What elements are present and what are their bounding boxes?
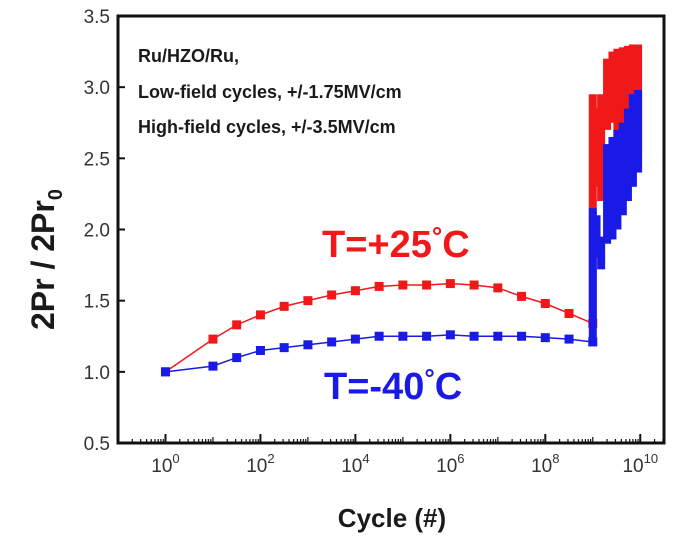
x-tick-label: 100 — [151, 451, 179, 477]
x-tick-base: 10 — [531, 456, 552, 477]
data-point-red — [208, 334, 218, 344]
x-tick-base: 10 — [622, 456, 643, 477]
data-point-blue — [208, 361, 218, 371]
x-axis-title: Cycle (#) — [338, 503, 446, 533]
y-tick-label: 1.0 — [84, 363, 110, 384]
series-layer — [160, 44, 643, 377]
data-point-red — [445, 279, 455, 289]
high-field-bar-blue — [608, 136, 617, 240]
high-field-bar-red — [608, 51, 617, 123]
y-tick-label: 2.0 — [84, 221, 110, 242]
high-field-bar-blue — [588, 208, 597, 342]
y-tick-label: 3.5 — [84, 7, 110, 28]
data-point-blue — [445, 330, 455, 340]
series-label-blue-degree: ° — [424, 363, 434, 393]
x-tick-exponent: 4 — [362, 451, 369, 466]
y-tick-label: 3.0 — [84, 78, 110, 99]
series-label-red: T=+25°C — [322, 221, 470, 266]
y-tick-label: 1.5 — [84, 292, 110, 313]
x-tick-label: 102 — [246, 451, 274, 477]
data-point-red — [279, 301, 289, 311]
data-point-red — [232, 320, 242, 330]
x-tick-label: 106 — [436, 451, 464, 477]
annotation-line-1: Ru/HZO/Ru, — [138, 46, 239, 66]
data-point-blue — [160, 367, 170, 377]
x-tick-label: 108 — [531, 451, 559, 477]
high-field-bar-blue — [603, 144, 612, 244]
high-field-bar-red — [603, 58, 612, 130]
x-tick-base: 10 — [436, 456, 457, 477]
data-point-blue — [469, 331, 479, 341]
high-field-bar-blue — [613, 129, 622, 230]
data-point-blue — [540, 333, 550, 343]
data-point-red — [469, 280, 479, 290]
data-point-red — [327, 290, 337, 300]
data-point-blue — [232, 353, 242, 363]
data-point-red — [255, 310, 265, 320]
high-field-bar-red — [618, 47, 627, 187]
y-axis-ticks: 0.5 1.0 1.5 2.0 2.5 3.0 3.5 — [84, 7, 125, 455]
x-axis-ticks: 100 102 104 106 108 1010 — [131, 434, 664, 477]
high-field-bar-blue — [597, 236, 606, 270]
y-axis-title: 2Pr / 2Pr0 — [25, 189, 67, 330]
annotation-line-2: Low-field cycles, +/-1.75MV/cm — [138, 82, 402, 102]
data-point-red — [350, 286, 360, 296]
data-point-red — [422, 280, 432, 290]
data-point-blue — [255, 345, 265, 355]
data-point-blue — [279, 343, 289, 353]
x-tick-exponent: 0 — [172, 451, 179, 466]
high-field-bar-blue — [623, 108, 632, 202]
series-label-red-unit: C — [442, 224, 469, 266]
data-point-blue — [493, 331, 503, 341]
series-blue — [160, 90, 643, 377]
x-tick-exponent: 2 — [267, 451, 274, 466]
line-red — [165, 282, 594, 373]
data-point-red — [564, 308, 574, 318]
high-field-bar-red — [592, 108, 601, 187]
x-tick-exponent: 8 — [552, 451, 559, 466]
data-point-blue — [350, 334, 360, 344]
data-point-blue — [564, 334, 574, 344]
series-label-red-degree: ° — [432, 221, 442, 251]
data-point-red — [398, 280, 408, 290]
high-field-bar-blue — [618, 122, 627, 216]
y-axis-title-main: 2Pr / 2Pr — [25, 200, 61, 330]
high-field-bar-blue — [634, 90, 643, 173]
data-point-red — [540, 299, 550, 309]
high-field-bar-red — [613, 48, 622, 159]
data-point-red — [493, 283, 503, 293]
data-point-blue — [374, 331, 384, 341]
data-point-blue — [422, 331, 432, 341]
x-tick-base: 10 — [341, 456, 362, 477]
series-label-red-main: T=+25 — [322, 224, 432, 266]
x-tick-exponent: 10 — [644, 451, 658, 466]
data-point-blue — [398, 331, 408, 341]
high-field-bar-blue — [628, 94, 637, 187]
data-point-red — [303, 296, 313, 306]
data-point-blue — [517, 331, 527, 341]
y-tick-label: 0.5 — [84, 434, 110, 455]
data-point-blue — [303, 340, 313, 350]
series-label-blue-main: T=-40 — [324, 366, 424, 408]
x-tick-base: 10 — [246, 456, 267, 477]
x-tick-label: 1010 — [622, 451, 658, 477]
series-label-blue-unit: C — [435, 366, 462, 408]
data-point-red — [374, 281, 384, 291]
y-tick-label: 2.5 — [84, 149, 110, 170]
data-point-red — [517, 291, 527, 301]
y-axis-title-subscript: 0 — [45, 189, 67, 200]
high-field-bar-red — [597, 94, 606, 202]
data-point-blue — [327, 337, 337, 347]
annotation-line-3: High-field cycles, +/-3.5MV/cm — [138, 117, 396, 137]
data-point-blue — [588, 337, 598, 347]
x-tick-exponent: 6 — [457, 451, 464, 466]
x-tick-label: 104 — [341, 451, 369, 477]
high-field-bar-blue — [592, 215, 601, 258]
x-tick-base: 10 — [151, 456, 172, 477]
series-label-blue: T=-40°C — [324, 363, 462, 408]
